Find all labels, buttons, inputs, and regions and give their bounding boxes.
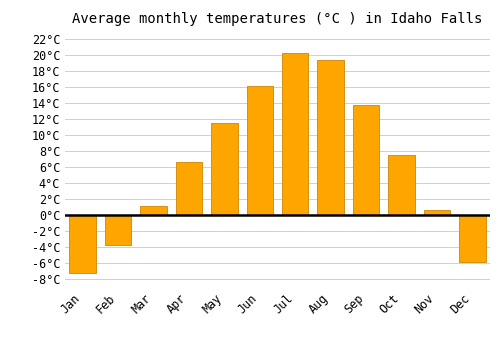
Bar xyxy=(246,86,273,215)
Bar xyxy=(70,215,96,273)
Bar xyxy=(318,60,344,215)
Bar xyxy=(282,53,308,215)
Bar xyxy=(353,105,380,215)
Bar xyxy=(459,215,485,262)
Bar xyxy=(424,210,450,215)
Bar xyxy=(140,205,167,215)
Bar xyxy=(176,162,202,215)
Bar xyxy=(105,215,132,245)
Bar xyxy=(388,155,414,215)
Title: Average monthly temperatures (°C ) in Idaho Falls: Average monthly temperatures (°C ) in Id… xyxy=(72,12,482,26)
Bar xyxy=(211,123,238,215)
